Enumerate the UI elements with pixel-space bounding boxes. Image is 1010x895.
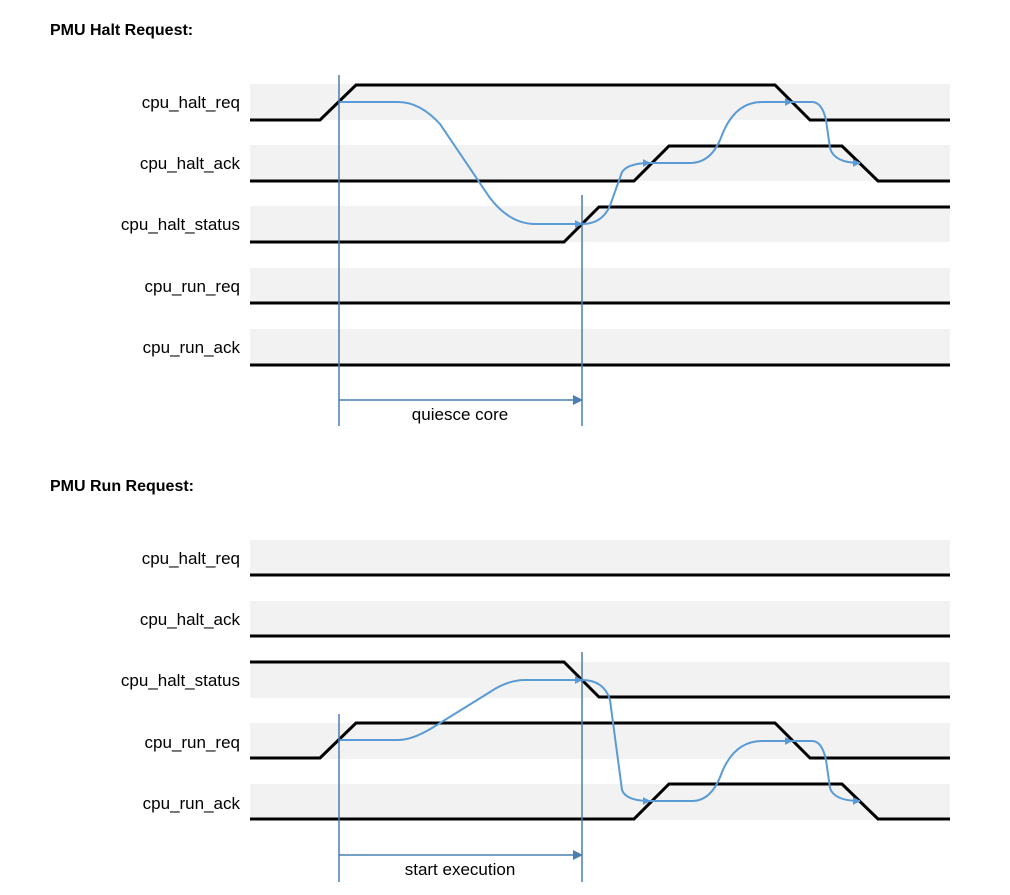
span-label-start-execution: start execution [405,860,516,879]
waveform-cpu-halt-ack [250,144,950,183]
signal-label-cpu-halt-ack: cpu_halt_ack [140,154,241,173]
signal-label-cpu-run-ack: cpu_run_ack [143,338,241,357]
signal-label-cpu-run-req: cpu_run_req [145,733,240,752]
causality-arrow-req-fall-to-ack-fall [792,740,861,805]
signal-label-cpu-halt-ack: cpu_halt_ack [140,610,241,629]
run-diagram: cpu_halt_req cpu_halt_ack cpu_halt_statu… [121,540,950,882]
causality-arrow-runack-to-req-fall [650,737,793,802]
lane-bg [250,206,950,242]
span-label-quiesce-core: quiesce core [412,405,508,424]
causality-arrow-runreq-to-status [340,676,583,741]
waveform-cpu-run-ack [250,782,950,821]
lane-bg [250,601,950,637]
signal-label-cpu-halt-status: cpu_halt_status [121,215,240,234]
signal-label-cpu-run-ack: cpu_run_ack [143,794,241,813]
waveform-cpu-halt-req [250,83,950,122]
lane-bg [250,268,950,304]
causality-arrow-req-to-status [340,101,583,228]
diagram-title-halt: PMU Halt Request: [50,22,194,39]
signal-label-cpu-run-req: cpu_run_req [145,277,240,296]
signal-label-cpu-halt-req: cpu_halt_req [142,549,240,568]
causality-arrow-req-fall-to-ack-fall [792,101,861,167]
waveform-cpu-run-req [250,721,950,760]
signal-label-cpu-halt-req: cpu_halt_req [142,93,240,112]
signal-label-cpu-halt-status: cpu_halt_status [121,671,240,690]
lane-bg [250,145,950,181]
causality-arrow-status-to-ack [581,159,651,225]
causality-arrow-ack-to-req-fall [650,98,793,164]
lane-bg [250,329,950,365]
diagram-title-run: PMU Run Request: [50,478,194,495]
lane-bg [250,784,950,820]
causality-arrow-status-to-runack [581,679,651,805]
lane-bg [250,662,950,698]
lane-bg [250,540,950,576]
halt-diagram: cpu_halt_req cpu_halt_ack cpu_halt_statu… [121,75,950,426]
